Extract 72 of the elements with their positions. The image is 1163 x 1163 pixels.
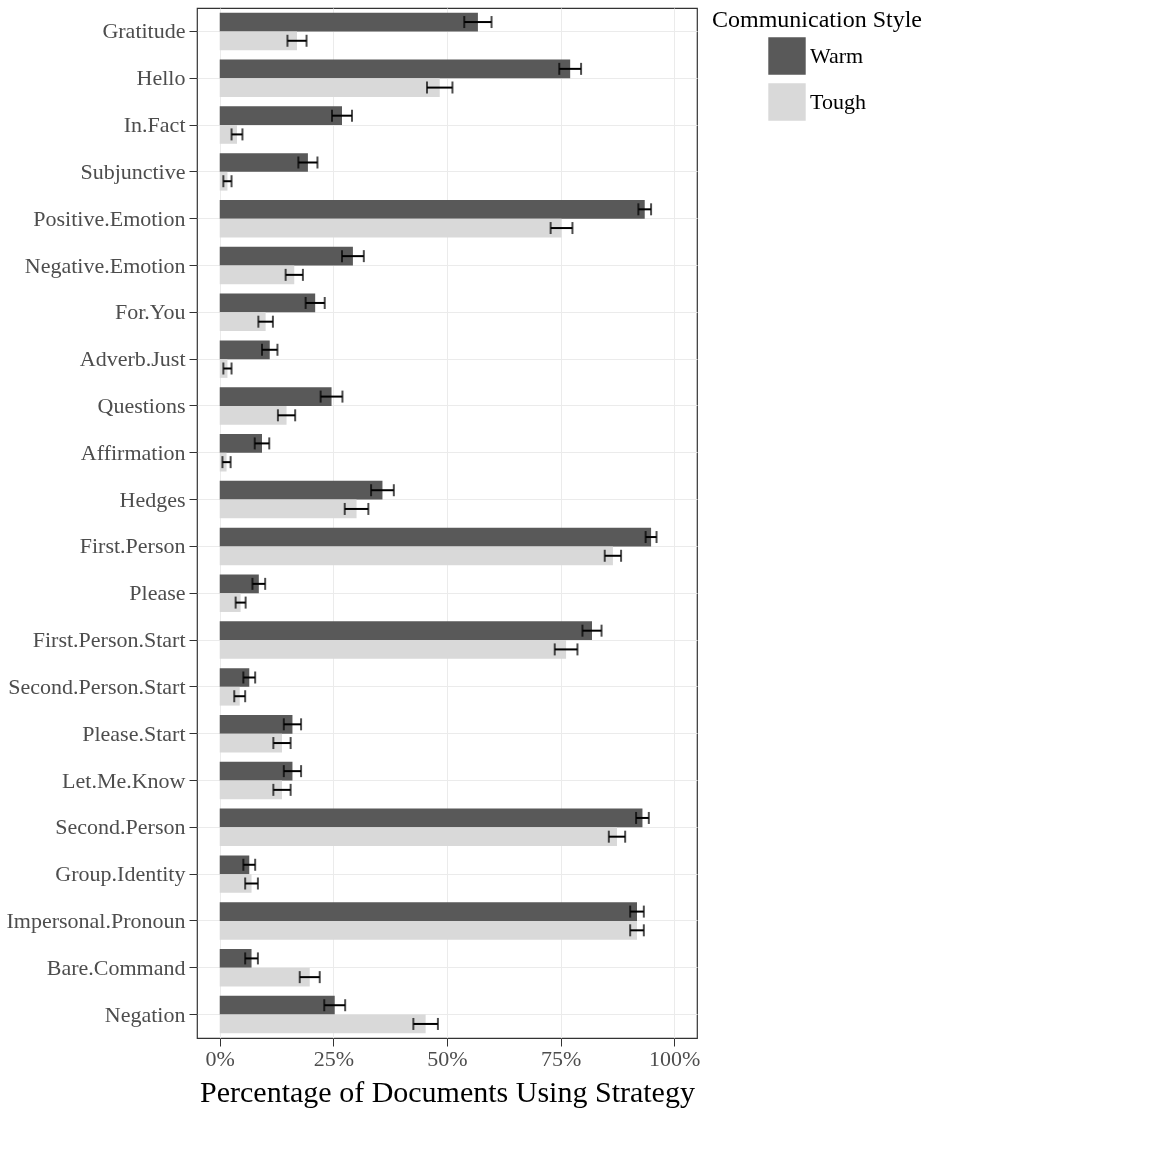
- bar: [219, 714, 293, 734]
- y-tick-label: Negation: [104, 1001, 186, 1027]
- bar: [219, 593, 241, 612]
- y-tick-label: Let.Me.Know: [62, 767, 186, 793]
- bar: [219, 246, 353, 266]
- bar: [219, 340, 270, 360]
- x-tick-label: 50%: [427, 1045, 468, 1071]
- bar: [219, 640, 567, 659]
- y-tick-label: First.Person: [79, 533, 186, 559]
- bar: [219, 546, 613, 566]
- bar: [219, 31, 297, 51]
- y-tick-label: Second.Person: [55, 814, 186, 840]
- y-tick-label: Hedges: [119, 486, 186, 512]
- y-tick-label: Questions: [97, 392, 186, 418]
- x-tick-label: 0%: [205, 1045, 235, 1071]
- bar: [219, 527, 652, 547]
- bar: [219, 827, 617, 847]
- y-tick-label: Subjunctive: [80, 158, 186, 184]
- bar: [219, 874, 252, 893]
- bar: [219, 761, 293, 781]
- bar: [219, 902, 637, 921]
- bar: [219, 780, 282, 800]
- bar: [219, 808, 643, 828]
- bar: [219, 949, 252, 968]
- bar: [219, 106, 342, 126]
- bar: [219, 125, 237, 144]
- bar: [219, 434, 262, 453]
- bar: [219, 574, 259, 594]
- y-tick-label: For.You: [114, 299, 186, 325]
- y-tick-label: Bare.Command: [46, 954, 186, 980]
- bar: [219, 995, 335, 1015]
- legend-label: Warm: [810, 43, 864, 68]
- bar: [219, 218, 562, 238]
- y-tick-label: Affirmation: [80, 439, 186, 465]
- bar: [219, 153, 308, 172]
- bar: [219, 387, 332, 406]
- bar: [219, 686, 240, 706]
- x-tick-label: 25%: [313, 1045, 355, 1071]
- y-tick-label: Negative.Emotion: [24, 252, 186, 278]
- y-tick-label: Group.Identity: [55, 861, 186, 887]
- bar: [219, 855, 250, 875]
- y-tick-label: Please.Start: [82, 720, 186, 746]
- legend-label: Tough: [810, 89, 866, 114]
- bar: [219, 967, 310, 987]
- bar: [219, 480, 383, 500]
- bar: [219, 199, 645, 219]
- y-tick-label: Impersonal.Pronoun: [6, 907, 186, 933]
- bar: [219, 312, 266, 332]
- bar: [219, 59, 571, 79]
- bar: [219, 405, 287, 425]
- y-tick-label: Gratitude: [102, 18, 186, 44]
- x-tick-label: 75%: [540, 1045, 582, 1071]
- y-tick-label: In.Fact: [123, 112, 186, 138]
- x-tick-label: 100%: [649, 1045, 701, 1071]
- bar: [219, 499, 357, 519]
- bar: [219, 920, 637, 940]
- bar: [219, 1014, 426, 1034]
- legend-title: Communication Style: [712, 6, 922, 32]
- y-tick-label: Hello: [136, 65, 186, 91]
- bar: [219, 733, 282, 753]
- x-axis-title: Percentage of Documents Using Strategy: [200, 1074, 695, 1108]
- y-tick-label: Adverb.Just: [79, 346, 186, 372]
- y-tick-label: Positive.Emotion: [33, 205, 186, 231]
- bar: [219, 265, 295, 285]
- bar: [219, 12, 478, 32]
- bar: [219, 78, 440, 97]
- y-tick-label: First.Person.Start: [32, 627, 186, 653]
- bar: [219, 668, 250, 687]
- y-tick-label: Second.Person.Start: [8, 673, 186, 699]
- bar: [219, 293, 316, 313]
- bar: [219, 621, 592, 641]
- y-tick-label: Please: [129, 580, 186, 606]
